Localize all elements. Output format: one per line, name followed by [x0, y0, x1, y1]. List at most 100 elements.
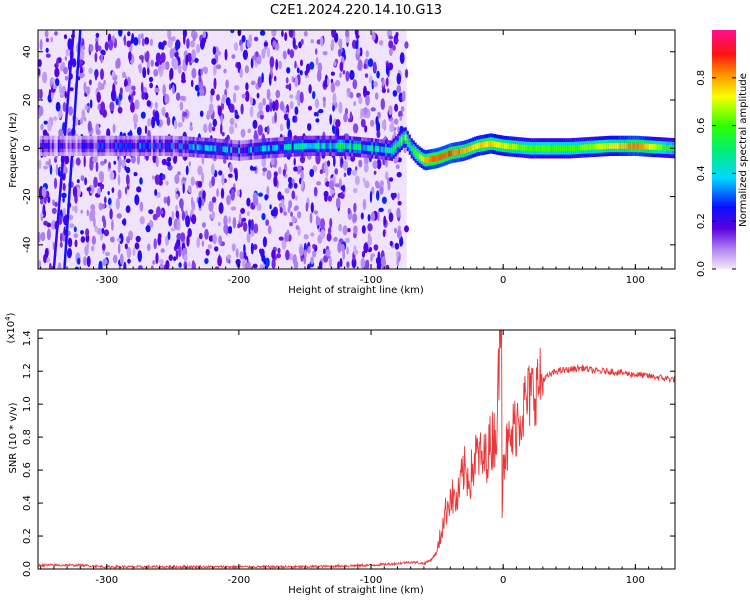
- heatmap-cell: [297, 211, 302, 219]
- heatmap-cell: [380, 98, 385, 111]
- heatmap-cell: [40, 231, 46, 242]
- heatmap-ridge-cell: [97, 143, 100, 149]
- heatmap-cell: [141, 56, 144, 64]
- heatmap-cell: [358, 96, 363, 105]
- heatmap-cell: [147, 118, 152, 127]
- heatmap-cell: [393, 118, 399, 125]
- heatmap-cell: [291, 190, 296, 200]
- heatmap-ridge-cell: [240, 147, 243, 154]
- heatmap-cell: [112, 254, 118, 264]
- heatmap-cell: [73, 233, 79, 239]
- heatmap-cell: [381, 120, 386, 130]
- heatmap-cell: [330, 71, 335, 76]
- heatmap-cell: [53, 116, 58, 121]
- heatmap-cell: [210, 88, 215, 96]
- heatmap-ridge-cell: [99, 143, 102, 149]
- y-tick-label: 0.2: [22, 528, 33, 544]
- heatmap-cell: [248, 34, 253, 44]
- heatmap-ridge-cell: [341, 143, 344, 149]
- heatmap-ridge-cell: [168, 143, 171, 149]
- heatmap-cell: [176, 219, 181, 231]
- heatmap-cell: [208, 103, 214, 115]
- spectrogram-frame: [37, 29, 676, 270]
- heatmap-cell: [331, 30, 336, 38]
- heatmap-ridge-cell: [636, 143, 639, 149]
- heatmap-cell: [323, 254, 329, 263]
- heatmap-cell: [335, 127, 340, 139]
- spectrogram-y-ticks: -40 -20 0 20 40: [22, 45, 675, 253]
- heatmap-cell: [232, 217, 237, 229]
- heatmap-ridge-cell: [262, 145, 265, 152]
- heatmap-cell: [146, 100, 151, 107]
- heatmap-ridge-cell: [422, 156, 425, 163]
- heatmap-cell: [118, 30, 123, 37]
- heatmap-cell: [264, 194, 268, 201]
- heatmap-cell: [386, 77, 389, 87]
- heatmap-cell: [203, 123, 208, 133]
- heatmap-cell: [271, 30, 277, 37]
- heatmap-cell: [381, 87, 386, 94]
- heatmap-cell: [67, 38, 73, 51]
- heatmap-cell: [84, 104, 88, 111]
- heatmap-cell: [59, 83, 62, 95]
- heatmap-ridge-cell: [111, 143, 114, 149]
- heatmap-cell: [168, 216, 173, 227]
- y-tick-label: 1.2: [22, 363, 33, 379]
- heatmap-cell: [255, 51, 259, 58]
- heatmap-cell: [376, 190, 380, 201]
- heatmap-cell: [261, 156, 267, 168]
- heatmap-ridge-cell: [355, 143, 358, 150]
- x-tick-label: -100: [360, 575, 383, 586]
- heatmap-cell: [261, 213, 266, 221]
- heatmap-cell: [68, 214, 74, 221]
- heatmap-cell: [190, 176, 195, 186]
- heatmap-cell: [52, 85, 58, 90]
- heatmap-cell: [151, 116, 156, 129]
- heatmap-cell: [259, 30, 266, 36]
- heatmap-cell: [383, 215, 387, 226]
- heatmap-cell: [116, 237, 121, 242]
- heatmap-cell: [257, 124, 263, 136]
- heatmap-cell: [392, 90, 398, 97]
- heatmap-cell: [62, 102, 67, 112]
- heatmap-cell: [269, 56, 275, 68]
- heatmap-cell: [294, 106, 299, 115]
- heatmap-cell: [299, 91, 304, 104]
- heatmap-ridge-cell: [206, 145, 209, 151]
- heatmap-cell: [325, 249, 331, 258]
- heatmap-cell: [354, 30, 359, 37]
- heatmap-cell: [376, 130, 381, 139]
- heatmap-cell: [168, 254, 173, 261]
- heatmap-cell: [101, 203, 105, 209]
- heatmap-cell: [269, 204, 272, 210]
- heatmap-cell: [292, 254, 297, 266]
- heatmap-ridge-cell: [507, 143, 510, 150]
- heatmap-cell: [385, 171, 389, 180]
- heatmap-cell: [198, 88, 205, 97]
- heatmap-ridge-cell: [436, 155, 439, 161]
- heatmap-ridge-cell: [307, 143, 310, 149]
- heatmap-cell: [191, 49, 197, 61]
- heatmap-cell: [363, 63, 367, 70]
- heatmap-ridge-cell: [83, 143, 86, 149]
- heatmap-ridge-cell: [264, 145, 267, 152]
- y-tick-label: 1.0: [22, 396, 33, 412]
- heatmap-ridge-cell: [337, 143, 340, 149]
- heatmap-ridge-cell: [139, 143, 142, 149]
- heatmap-cell: [323, 190, 329, 198]
- heatmap-cell: [190, 40, 195, 48]
- heatmap-cell: [160, 52, 166, 63]
- heatmap-ridge-cell: [295, 143, 298, 150]
- heatmap-ridge-cell: [614, 143, 617, 149]
- heatmap-ridge-cell: [603, 143, 606, 150]
- heatmap-cell: [351, 169, 357, 176]
- heatmap-cell: [164, 93, 170, 105]
- heatmap-cell: [396, 207, 401, 218]
- heatmap-cell: [84, 244, 89, 257]
- heatmap-cell: [117, 189, 122, 200]
- heatmap-ridge-cell: [589, 144, 592, 150]
- heatmap-cell: [127, 258, 131, 264]
- colorbar-tick-label: 0.8: [696, 70, 707, 86]
- heatmap-ridge-cell: [505, 143, 508, 149]
